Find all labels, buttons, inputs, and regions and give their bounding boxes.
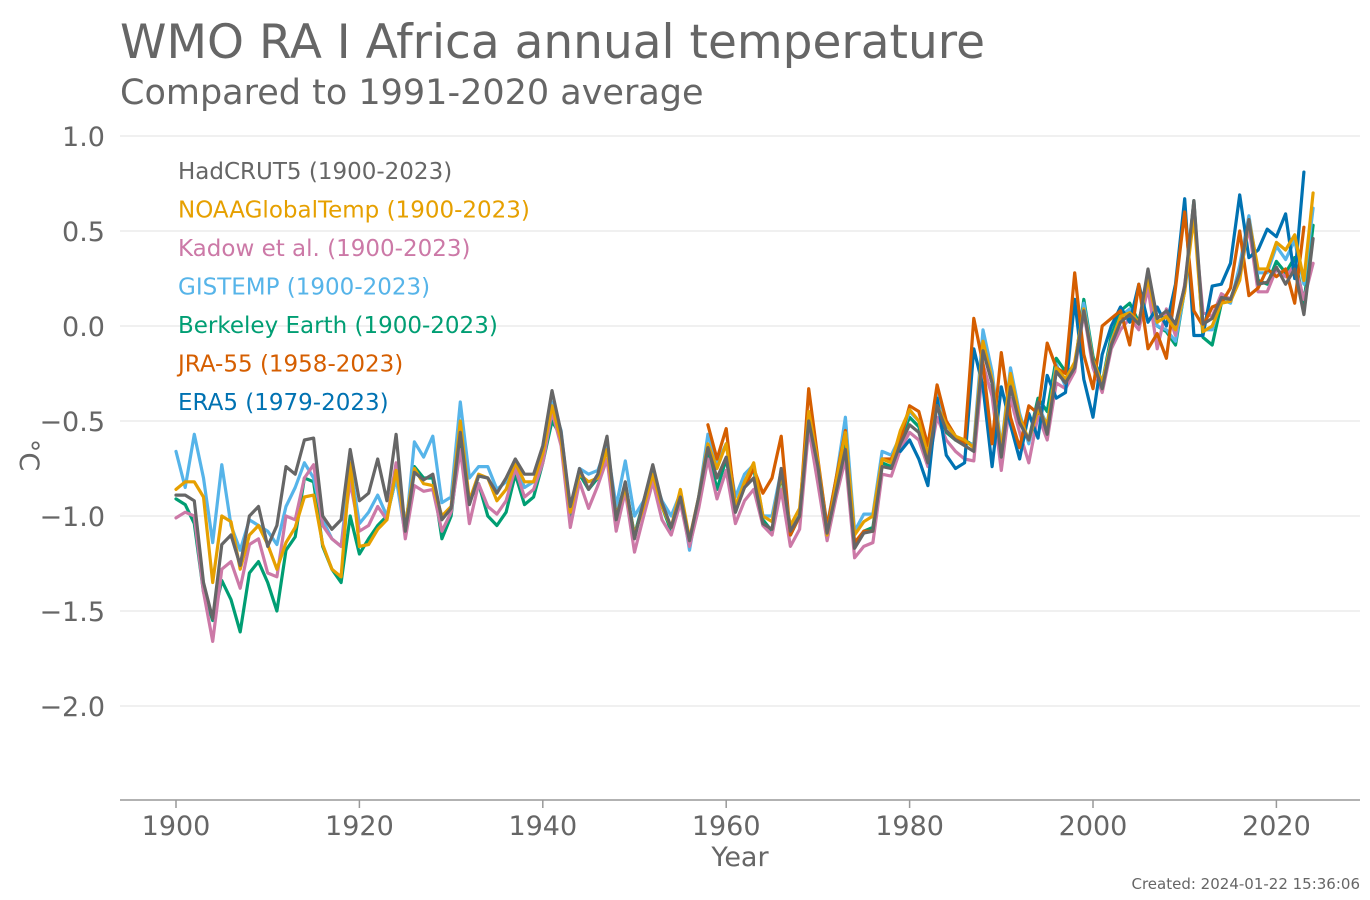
legend-entry: Berkeley Earth (1900-2023): [178, 313, 498, 339]
x-tick-label: 2000: [1059, 811, 1128, 842]
y-tick-label: −2.0: [39, 692, 105, 723]
y-tick-label: −1.0: [39, 502, 105, 533]
legend-entry: GISTEMP (1900-2023): [178, 275, 430, 301]
x-tick-label: 1940: [508, 811, 577, 842]
legend-entry: NOAAGlobalTemp (1900-2023): [178, 198, 530, 224]
series-line: [706, 210, 1306, 545]
y-tick-label: −1.5: [39, 597, 105, 628]
legend-entry: Kadow et al. (1900-2023): [178, 236, 470, 262]
series-line: [174, 191, 1315, 585]
series-line: [898, 170, 1306, 488]
legend-entry: HadCRUT5 (1900-2023): [178, 159, 452, 185]
y-tick-label: 1.0: [62, 122, 105, 153]
x-tick-label: 1900: [142, 811, 211, 842]
x-axis-label: Year: [710, 842, 769, 873]
x-tick-label: 2020: [1242, 811, 1311, 842]
legend-entry: ERA5 (1979-2023): [178, 390, 389, 416]
series-line: [174, 199, 1315, 634]
series-lines: [174, 170, 1315, 644]
y-tick-label: 0.0: [62, 312, 105, 343]
x-axis-ticks: 1900 1920 1940 1960 1980 2000 2020: [142, 800, 1311, 842]
x-tick-label: 1920: [325, 811, 394, 842]
chart-title: WMO RA I Africa annual temperature: [120, 15, 985, 70]
legend-entry: JRA-55 (1958-2023): [176, 352, 403, 378]
y-tick-label: −0.5: [39, 407, 105, 438]
y-axis-ticks: 1.0 0.5 0.0 −0.5 −1.0 −1.5 −2.0: [39, 122, 105, 723]
x-tick-label: 1960: [692, 811, 761, 842]
y-tick-label: 0.5: [62, 217, 105, 248]
y-axis-label: °C: [13, 439, 44, 471]
created-timestamp: Created: 2024-01-22 15:36:06: [1132, 875, 1361, 893]
x-tick-label: 1980: [875, 811, 944, 842]
series-line: [174, 199, 1315, 621]
chart-subtitle: Compared to 1991-2020 average: [120, 73, 704, 113]
legend: HadCRUT5 (1900-2023) NOAAGlobalTemp (1900…: [176, 159, 530, 416]
